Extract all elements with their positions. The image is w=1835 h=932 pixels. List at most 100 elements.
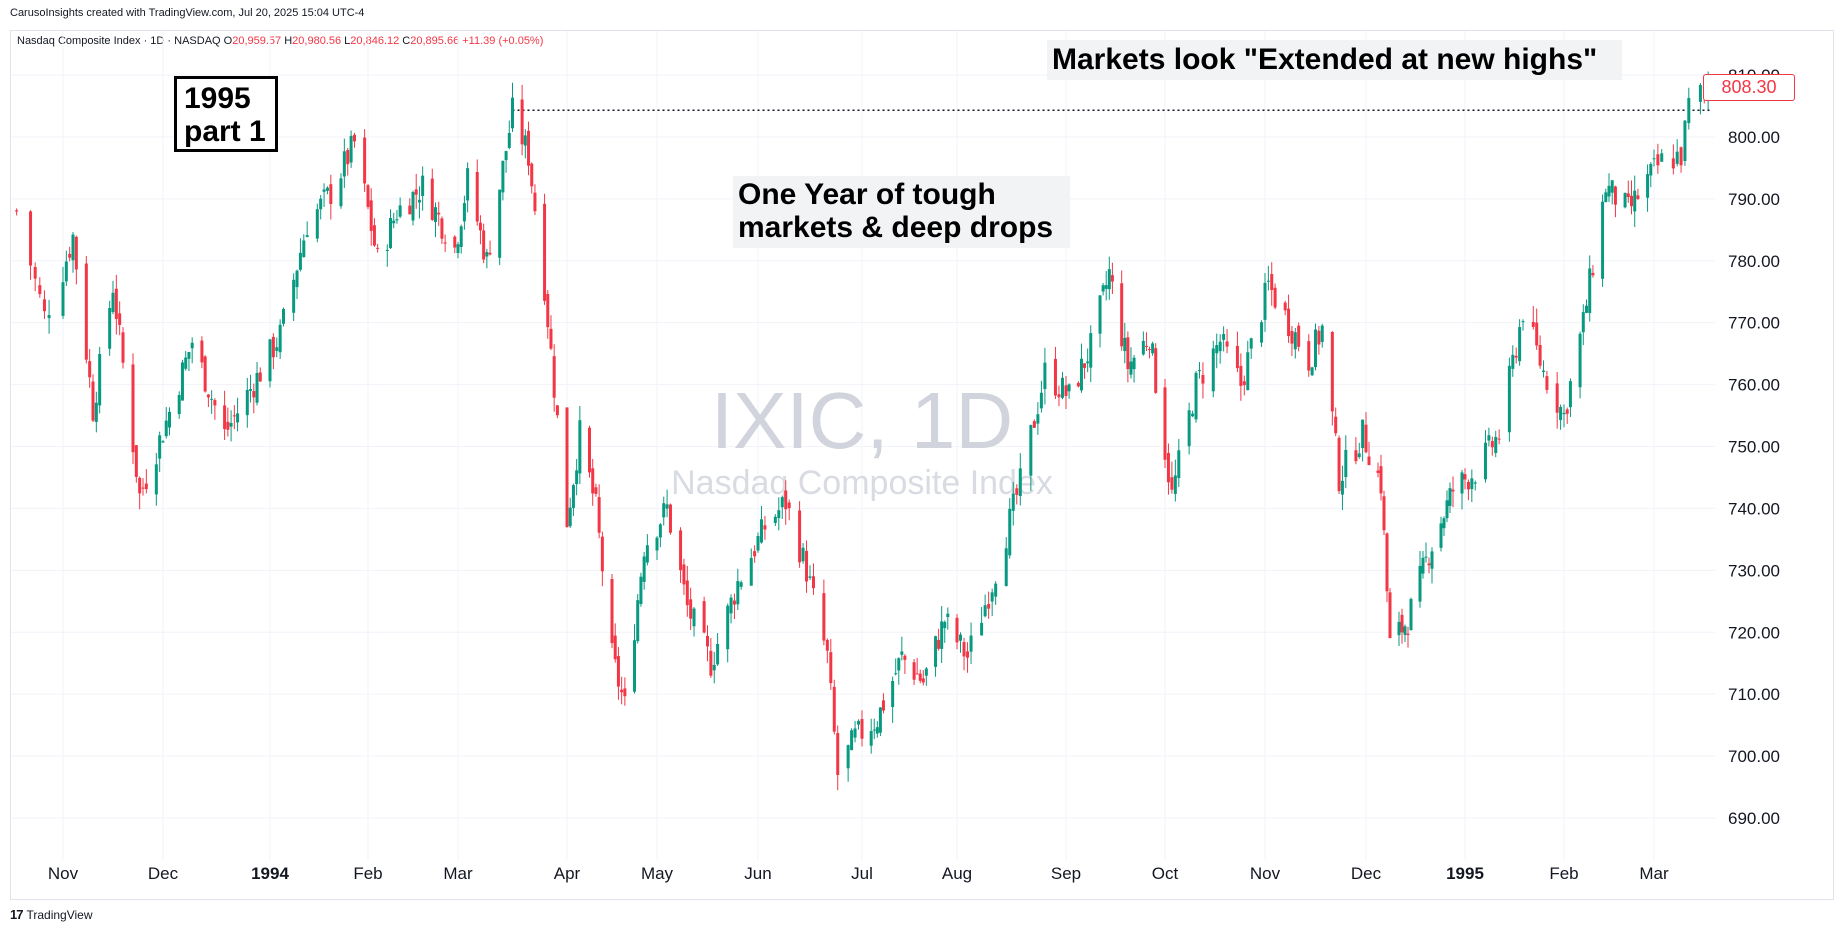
candle — [108, 300, 112, 356]
candle-body — [1463, 474, 1467, 480]
candle-body — [787, 502, 791, 509]
candle — [453, 235, 457, 254]
candle — [363, 129, 367, 192]
candle — [1424, 542, 1428, 563]
x-axis[interactable]: Nov Dec 1994 Feb Mar Apr May Jun Jul Aug Sep Oct Nov… — [48, 864, 1669, 883]
candle — [1287, 294, 1291, 343]
candle-body — [940, 621, 944, 649]
candle — [943, 620, 947, 643]
candle-body — [366, 185, 370, 207]
candle-body — [591, 468, 595, 494]
candle-body — [352, 134, 356, 142]
candle-body — [990, 592, 994, 602]
candle-body — [245, 389, 249, 416]
candle-body — [223, 405, 227, 430]
candle-body — [891, 680, 895, 708]
candle — [520, 84, 524, 156]
candle-body — [645, 545, 649, 563]
candle — [1320, 323, 1324, 348]
candle — [832, 679, 836, 735]
candle-body — [665, 504, 669, 509]
candle-body — [190, 342, 194, 349]
candle-body — [1123, 337, 1127, 352]
candle-body — [527, 130, 531, 166]
candles[interactable] — [15, 71, 1710, 791]
candle — [1698, 82, 1702, 115]
candle-body — [1008, 508, 1012, 556]
candle — [527, 121, 531, 176]
candle — [158, 431, 162, 472]
candle-body — [1110, 275, 1114, 282]
candle — [1064, 376, 1068, 410]
candle-body — [1132, 357, 1136, 370]
candle-body — [349, 135, 353, 163]
candle — [1494, 430, 1498, 458]
x-tick-label: 1995 — [1446, 864, 1484, 883]
candle-body — [319, 198, 323, 210]
candle-body — [1470, 478, 1474, 490]
candle-body — [759, 519, 763, 543]
candle-body — [1542, 370, 1546, 373]
candle — [482, 223, 486, 264]
candle-body — [161, 441, 165, 443]
candle — [61, 266, 65, 319]
candle-body — [271, 336, 275, 358]
candle-body — [1337, 437, 1341, 492]
candle — [389, 209, 392, 249]
candle-body — [1039, 392, 1043, 409]
candle — [1531, 305, 1535, 330]
candle-body — [642, 556, 646, 582]
candle — [1656, 143, 1660, 174]
y-axis[interactable]: 690.00 700.00 710.00 720.00 730.00 740.00 750.… — [1728, 66, 1780, 828]
candle — [1173, 459, 1177, 502]
candle-body — [679, 530, 683, 571]
candle-body — [1307, 341, 1311, 371]
candle-body — [633, 640, 636, 692]
candle-body — [1538, 345, 1542, 366]
box-annotation[interactable]: 1995 part 1 — [174, 76, 278, 152]
candle-body — [478, 222, 482, 231]
candle-body — [1604, 192, 1608, 203]
candle-body — [763, 525, 767, 530]
candle-body — [1630, 195, 1633, 207]
candle — [987, 591, 991, 619]
candle — [190, 337, 194, 364]
candle — [881, 693, 885, 714]
candle — [1613, 185, 1617, 218]
candle-body — [729, 597, 733, 614]
candle — [808, 565, 812, 580]
candle-body — [1064, 385, 1068, 396]
candle — [1170, 461, 1174, 494]
candle — [801, 543, 805, 564]
candle-body — [943, 622, 947, 629]
candle — [434, 202, 437, 238]
tough-markets-annotation[interactable]: One Year of tough markets & deep drops — [733, 176, 1070, 248]
candle — [134, 445, 138, 483]
candle — [894, 658, 898, 676]
candle — [352, 132, 356, 148]
candle-body — [846, 745, 850, 769]
candle — [1129, 347, 1133, 379]
candle — [443, 234, 447, 253]
candle — [203, 355, 207, 393]
candle — [1015, 484, 1019, 505]
candle — [392, 212, 396, 229]
new-highs-annotation[interactable]: Markets look "Extended at new highs" — [1047, 40, 1622, 80]
candle — [872, 718, 876, 740]
tradingview-logo[interactable]: 17 TradingView — [10, 907, 93, 922]
close-label: C — [402, 35, 411, 47]
candle — [1679, 146, 1683, 173]
candle — [805, 540, 809, 593]
candle — [903, 654, 907, 674]
candle-body — [504, 151, 508, 161]
candle — [798, 501, 802, 568]
candle — [1578, 331, 1582, 399]
symbol-name[interactable]: Nasdaq Composite Index · 1D · NASDAQ — [17, 35, 221, 47]
candle — [1473, 480, 1477, 491]
candle-body — [1086, 361, 1090, 364]
low-label: L — [344, 35, 351, 47]
candle — [1507, 357, 1511, 442]
candle — [1148, 346, 1152, 359]
candle — [591, 458, 595, 506]
